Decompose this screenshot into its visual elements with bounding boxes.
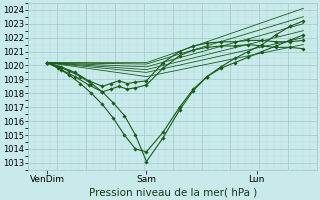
X-axis label: Pression niveau de la mer( hPa ): Pression niveau de la mer( hPa ) bbox=[89, 187, 257, 197]
